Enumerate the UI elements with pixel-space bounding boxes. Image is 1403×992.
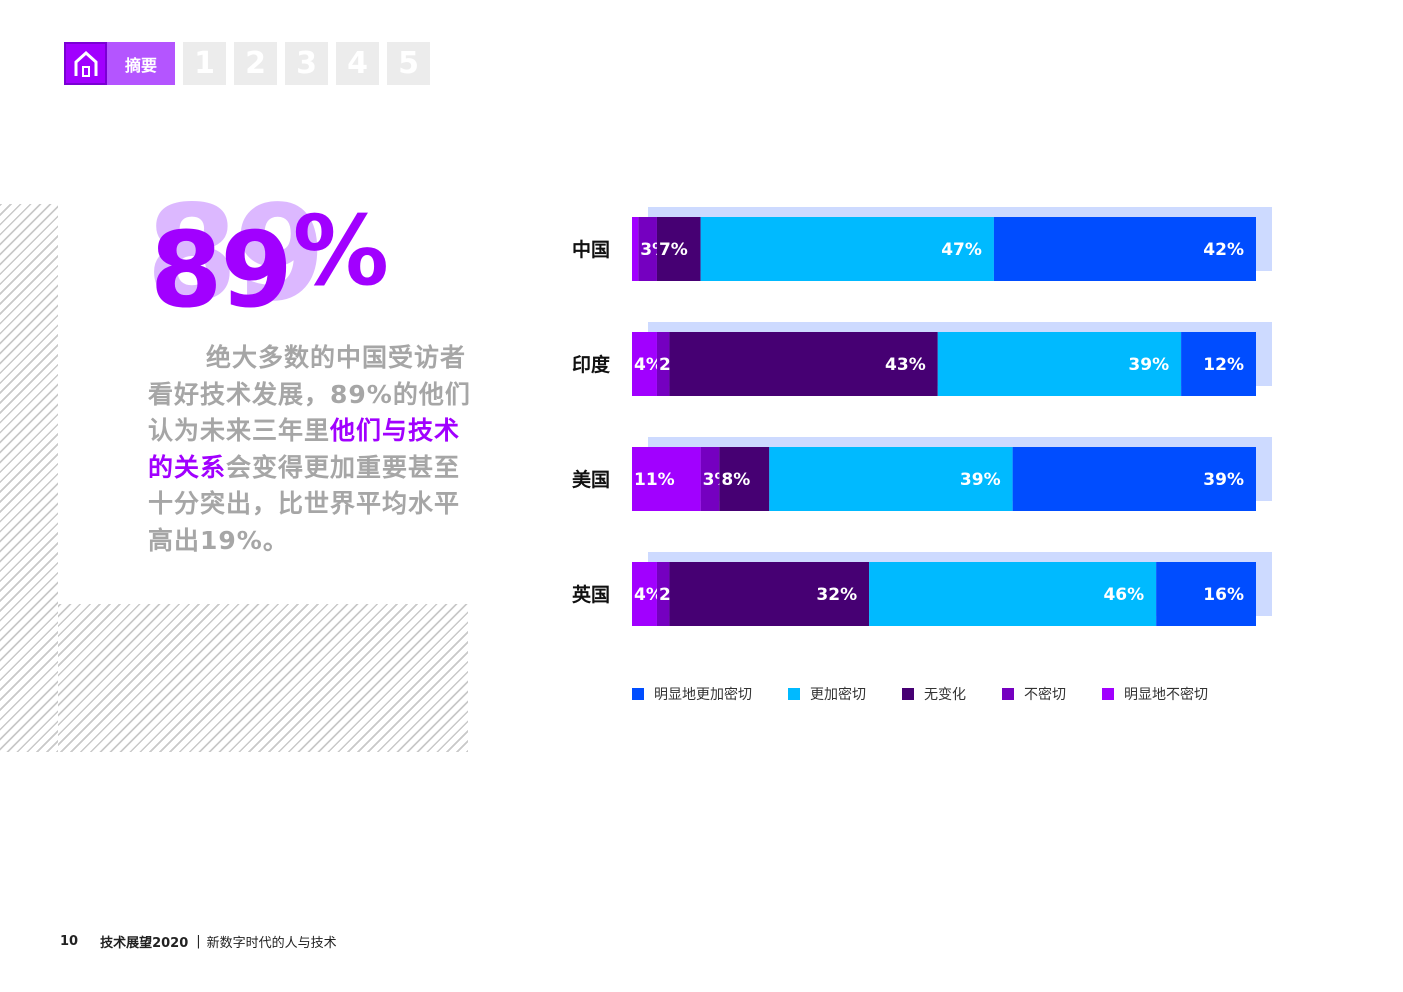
data-label-3-4: 39% (960, 470, 1001, 490)
bar-segment-1-3 (656, 217, 701, 281)
data-label-1-3: 7% (659, 240, 688, 260)
bar-segment-2-4 (937, 332, 1182, 396)
bar-segment-4-2 (656, 562, 670, 626)
legend-label-1: 明显地更加密切 (654, 687, 752, 703)
bar-segment-3-2 (700, 447, 720, 511)
big-number-percent: % (292, 195, 389, 307)
bar-segment-1-5 (993, 217, 1256, 281)
home-icon (74, 50, 97, 77)
chart-legend: 明显地更加密切 更加密切 无变化 不密切 明显地不密切 (632, 684, 1208, 704)
data-label-4-1: 4% (634, 585, 663, 605)
legend-item-2: 更加密切 (788, 684, 866, 704)
data-label-1-4: 47% (941, 240, 982, 260)
data-label-1-5: 42% (1203, 240, 1244, 260)
legend-swatch-1 (632, 688, 644, 700)
legend-label-2: 更加密切 (810, 687, 866, 703)
legend-swatch-4 (1002, 688, 1014, 700)
data-label-3-1: 11% (634, 470, 675, 490)
page-tab-2[interactable]: 2 (234, 42, 277, 85)
category-label-4: 英国 (572, 583, 610, 606)
bar-segment-4-5 (1156, 562, 1256, 626)
bar-segment-3-4 (769, 447, 1013, 511)
bar-segment-3-3 (719, 447, 770, 511)
big-number-value: 89 (150, 209, 293, 331)
legend-item-3: 无变化 (902, 684, 966, 704)
bar-segment-1-4 (700, 217, 994, 281)
data-label-4-4: 46% (1103, 585, 1144, 605)
big-number: 89% (150, 203, 389, 322)
legend-label-3: 无变化 (924, 687, 966, 703)
legend-item-1: 明显地更加密切 (632, 684, 752, 704)
bar-segment-3-5 (1012, 447, 1256, 511)
bar-segment-3-1 (632, 447, 701, 511)
top-nav: 摘要 1 2 3 4 5 (64, 42, 430, 85)
category-label-2: 印度 (572, 353, 611, 376)
stacked-bar-chart: 中国3%7%47%42%印度4%2%43%39%12%美国11%3%8%39%3… (572, 207, 1272, 626)
page-tab-4[interactable]: 4 (336, 42, 379, 85)
page-tab-1[interactable]: 1 (183, 42, 226, 85)
legend-swatch-5 (1102, 688, 1114, 700)
data-label-2-3: 43% (885, 355, 926, 375)
data-label-3-3: 8% (721, 470, 750, 490)
bar-segment-4-1 (632, 562, 657, 626)
summary-tab[interactable]: 摘要 (107, 42, 175, 85)
bar-segment-2-1 (632, 332, 657, 396)
bar-segment-4-4 (869, 562, 1157, 626)
footer-separator: | (196, 934, 201, 949)
data-label-2-5: 12% (1203, 355, 1244, 375)
headline-text-after: 会变得更加重要甚至十分突出，比世界平均水平高出19%。 (148, 452, 461, 555)
data-label-2-1: 4% (634, 355, 663, 375)
report-title: 技术展望2020 (100, 936, 189, 951)
bar-segment-1-2 (638, 217, 657, 281)
bar-segment-2-3 (669, 332, 938, 396)
headline-text-highlight: 他们与技术的关系 (148, 416, 461, 482)
bar-segment-2-2 (656, 332, 670, 396)
legend-label-4: 不密切 (1024, 687, 1066, 703)
page-number: 10 (60, 934, 79, 949)
big-number-shadow: 89 (146, 177, 326, 331)
data-label-4-5: 16% (1203, 585, 1244, 605)
data-label-3-5: 39% (1203, 470, 1244, 490)
data-label-2-4: 39% (1128, 355, 1169, 375)
legend-swatch-2 (788, 688, 800, 700)
category-label-1: 中国 (572, 238, 610, 261)
footer: 10 技术展望2020 | 新数字时代的人与技术 (60, 932, 337, 951)
home-button[interactable] (64, 42, 107, 85)
bar-segment-2-5 (1181, 332, 1256, 396)
bar-segment-4-3 (669, 562, 870, 626)
hatch-decor-horizontal (58, 604, 468, 752)
legend-label-5: 明显地不密切 (1124, 687, 1208, 703)
report-subtitle: 新数字时代的人与技术 (206, 936, 337, 951)
legend-swatch-3 (902, 688, 914, 700)
bar-segment-1-1 (632, 217, 639, 281)
headline-paragraph: 绝大多数的中国受访者看好技术发展，89%的他们认为未来三年里他们与技术的关系会变… (148, 340, 474, 559)
category-label-3: 美国 (572, 468, 610, 491)
hatch-decor-vertical (0, 204, 58, 752)
headline-text-before: 绝大多数的中国受访者看好技术发展，89%的他们认为未来三年里 (148, 343, 471, 445)
page-tab-5[interactable]: 5 (387, 42, 430, 85)
legend-item-4: 不密切 (1002, 684, 1066, 704)
data-label-4-3: 32% (816, 585, 857, 605)
page-tab-3[interactable]: 3 (285, 42, 328, 85)
legend-item-5: 明显地不密切 (1102, 684, 1208, 704)
